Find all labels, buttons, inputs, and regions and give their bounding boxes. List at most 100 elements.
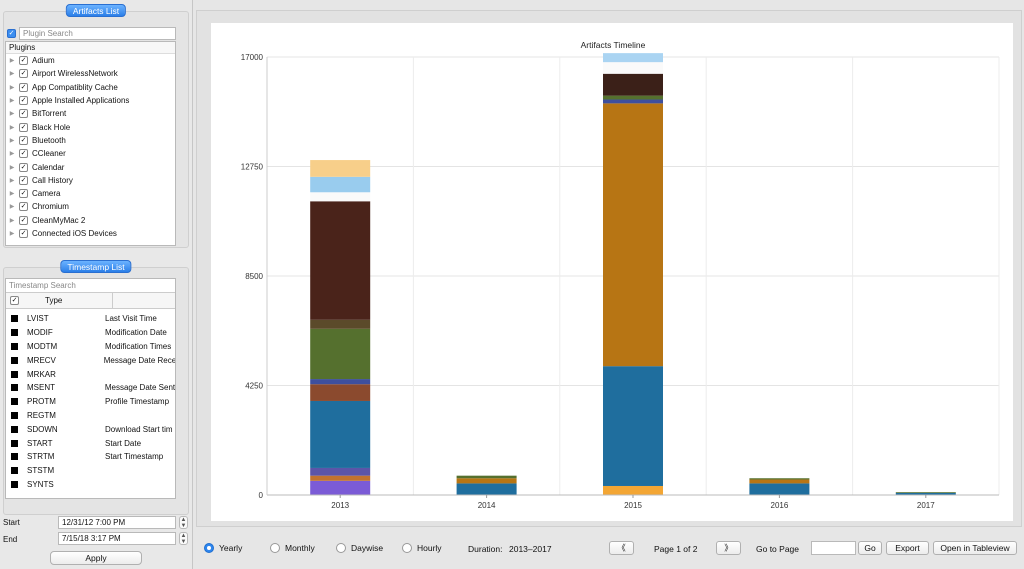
disclosure-triangle-icon[interactable]: ▶ — [9, 71, 15, 78]
timestamp-row[interactable]: MSENT Message Date Sent — [6, 381, 175, 395]
timestamp-search-input[interactable] — [6, 279, 175, 293]
radio-yearly[interactable]: Yearly — [204, 543, 242, 553]
bar-segment[interactable] — [603, 485, 663, 495]
bar-segment[interactable] — [603, 99, 663, 104]
bar-segment[interactable] — [749, 478, 810, 480]
end-date-stepper[interactable]: ▲ ▼ — [179, 532, 188, 545]
disclosure-triangle-icon[interactable]: ▶ — [9, 177, 15, 184]
disclosure-triangle-icon[interactable]: ▶ — [9, 204, 15, 211]
bar-segment[interactable] — [603, 73, 663, 96]
next-page-button[interactable]: 》 — [716, 541, 741, 555]
radio-monthly[interactable]: Monthly — [270, 543, 315, 553]
plugin-checkbox[interactable]: ✓ — [19, 69, 28, 79]
plugin-checkbox[interactable]: ✓ — [19, 56, 28, 66]
bar-segment[interactable] — [456, 478, 517, 484]
timestamp-row[interactable]: STSTM — [6, 464, 175, 478]
bar-segment[interactable] — [749, 479, 810, 484]
bar-segment[interactable] — [310, 176, 371, 193]
bar-segment[interactable] — [603, 53, 663, 63]
bar-stack-2017[interactable] — [895, 492, 956, 495]
timestamp-row[interactable]: MODIF Modification Date — [6, 326, 175, 340]
plugin-checkbox[interactable]: ✓ — [19, 189, 28, 199]
radio-hourly-dot[interactable] — [402, 543, 412, 553]
go-button[interactable]: Go — [858, 541, 882, 555]
disclosure-triangle-icon[interactable]: ▶ — [9, 164, 15, 171]
bar-stack-2014[interactable] — [456, 475, 517, 495]
timestamp-row[interactable]: MODTM Modification Times — [6, 340, 175, 354]
prev-page-button[interactable]: 《 — [609, 541, 634, 555]
bar-segment[interactable] — [603, 366, 663, 486]
bar-stack-2013[interactable] — [310, 160, 371, 495]
plugin-row[interactable]: ▶ ✓ Airport WirelessNetwork — [6, 67, 175, 80]
disclosure-triangle-icon[interactable]: ▶ — [9, 98, 15, 105]
bar-stack-2016[interactable] — [749, 478, 810, 495]
plugin-checkbox[interactable]: ✓ — [19, 175, 28, 185]
timestamp-row[interactable]: SYNTS — [6, 478, 175, 492]
plugin-checkbox[interactable]: ✓ — [19, 162, 28, 172]
plugin-row[interactable]: ▶ ✓ Calendar — [6, 160, 175, 173]
disclosure-triangle-icon[interactable]: ▶ — [9, 84, 15, 91]
bar-segment[interactable] — [310, 201, 371, 320]
disclosure-triangle-icon[interactable]: ▶ — [9, 231, 15, 237]
timestamp-list-title[interactable]: Timestamp List — [60, 260, 132, 273]
plugin-row[interactable]: ▶ ✓ CleanMyMac 2 — [6, 214, 175, 227]
radio-yearly-dot[interactable] — [204, 543, 214, 553]
start-date-field[interactable]: 12/31/12 7:00 PM — [58, 516, 176, 529]
bar-stack-2015[interactable] — [603, 53, 663, 495]
plugin-checkbox[interactable]: ✓ — [19, 96, 28, 106]
export-button[interactable]: Export — [886, 541, 929, 555]
select-all-timestamps-checkbox[interactable]: ✓ — [10, 296, 19, 305]
plugin-row[interactable]: ▶ ✓ BitTorrent — [6, 107, 175, 120]
plugin-checkbox[interactable]: ✓ — [19, 109, 28, 119]
bar-segment[interactable] — [456, 483, 517, 495]
disclosure-triangle-icon[interactable]: ▶ — [9, 58, 15, 65]
radio-hourly[interactable]: Hourly — [402, 543, 442, 553]
plugin-row[interactable]: ▶ ✓ Adium — [6, 54, 175, 67]
plugin-row[interactable]: ▶ ✓ Black Hole — [6, 120, 175, 133]
bar-segment[interactable] — [310, 475, 371, 481]
timestamp-row[interactable]: MRECV Message Date Rece — [6, 353, 175, 367]
radio-daywise-dot[interactable] — [336, 543, 346, 553]
plugin-row[interactable]: ▶ ✓ CCleaner — [6, 147, 175, 160]
bar-segment[interactable] — [310, 379, 371, 385]
start-date-stepper[interactable]: ▲ ▼ — [179, 516, 188, 529]
disclosure-triangle-icon[interactable]: ▶ — [9, 124, 15, 131]
timestamp-row[interactable]: REGTM — [6, 409, 175, 423]
bar-segment[interactable] — [456, 475, 517, 479]
disclosure-triangle-icon[interactable]: ▶ — [9, 191, 15, 198]
bar-segment[interactable] — [895, 492, 956, 493]
bar-segment[interactable] — [310, 160, 371, 177]
plugin-checkbox[interactable]: ✓ — [19, 135, 28, 145]
bar-segment[interactable] — [310, 480, 371, 495]
type-column-header[interactable]: Type — [43, 292, 113, 309]
disclosure-triangle-icon[interactable]: ▶ — [9, 151, 15, 158]
plugin-checkbox[interactable]: ✓ — [19, 229, 28, 238]
goto-page-input[interactable] — [811, 541, 856, 555]
disclosure-triangle-icon[interactable]: ▶ — [9, 111, 15, 118]
select-all-plugins-checkbox[interactable]: ✓ — [7, 28, 16, 38]
bar-segment[interactable] — [310, 328, 371, 380]
plugin-row[interactable]: ▶ ✓ Call History — [6, 174, 175, 187]
bar-segment[interactable] — [895, 492, 956, 495]
plugin-checkbox[interactable]: ✓ — [19, 149, 28, 159]
plugin-checkbox[interactable]: ✓ — [19, 202, 28, 212]
bar-segment[interactable] — [603, 103, 663, 367]
apply-button[interactable]: Apply — [50, 551, 142, 565]
timestamp-row[interactable]: SDOWN Download Start tim — [6, 422, 175, 436]
plugin-checkbox[interactable]: ✓ — [19, 215, 28, 225]
bar-segment[interactable] — [310, 400, 371, 468]
plugin-checkbox[interactable]: ✓ — [19, 82, 28, 92]
bar-segment[interactable] — [310, 192, 371, 202]
bar-segment[interactable] — [603, 95, 663, 100]
end-date-field[interactable]: 7/15/18 3:17 PM — [58, 532, 176, 545]
plugin-search-input[interactable] — [19, 26, 176, 40]
bar-segment[interactable] — [310, 467, 371, 476]
plugin-row[interactable]: ▶ ✓ App Compatiblity Cache — [6, 81, 175, 94]
timestamp-row[interactable]: LVIST Last Visit Time — [6, 312, 175, 326]
artifacts-list-title[interactable]: Artifacts List — [65, 4, 127, 17]
bar-segment[interactable] — [749, 483, 810, 495]
open-in-tableview-button[interactable]: Open in Tableview — [933, 541, 1017, 555]
disclosure-triangle-icon[interactable]: ▶ — [9, 217, 15, 224]
timestamp-row[interactable]: STRTM Start Timestamp — [6, 450, 175, 464]
plugin-checkbox[interactable]: ✓ — [19, 122, 28, 132]
